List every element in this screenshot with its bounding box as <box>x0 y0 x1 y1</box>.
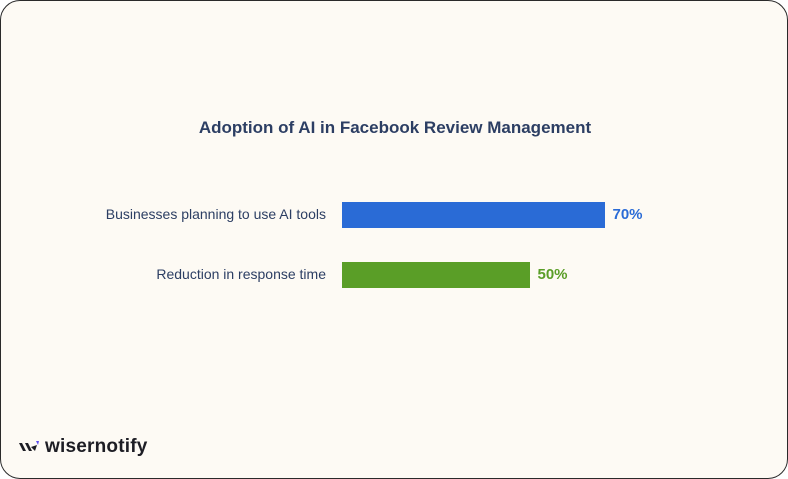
category-label: Reduction in response time <box>156 266 326 282</box>
brand-logo: wisernotify <box>18 436 148 458</box>
wisernotify-logo-icon <box>19 441 39 451</box>
bar <box>342 262 530 288</box>
category-label: Businesses planning to use AI tools <box>105 206 326 222</box>
brand-name: wisernotify <box>45 436 148 457</box>
chart-title: Adoption of AI in Facebook Review Manage… <box>198 118 592 137</box>
bar <box>342 202 605 228</box>
value-label: 70% <box>612 206 643 223</box>
value-label: 50% <box>537 266 568 283</box>
